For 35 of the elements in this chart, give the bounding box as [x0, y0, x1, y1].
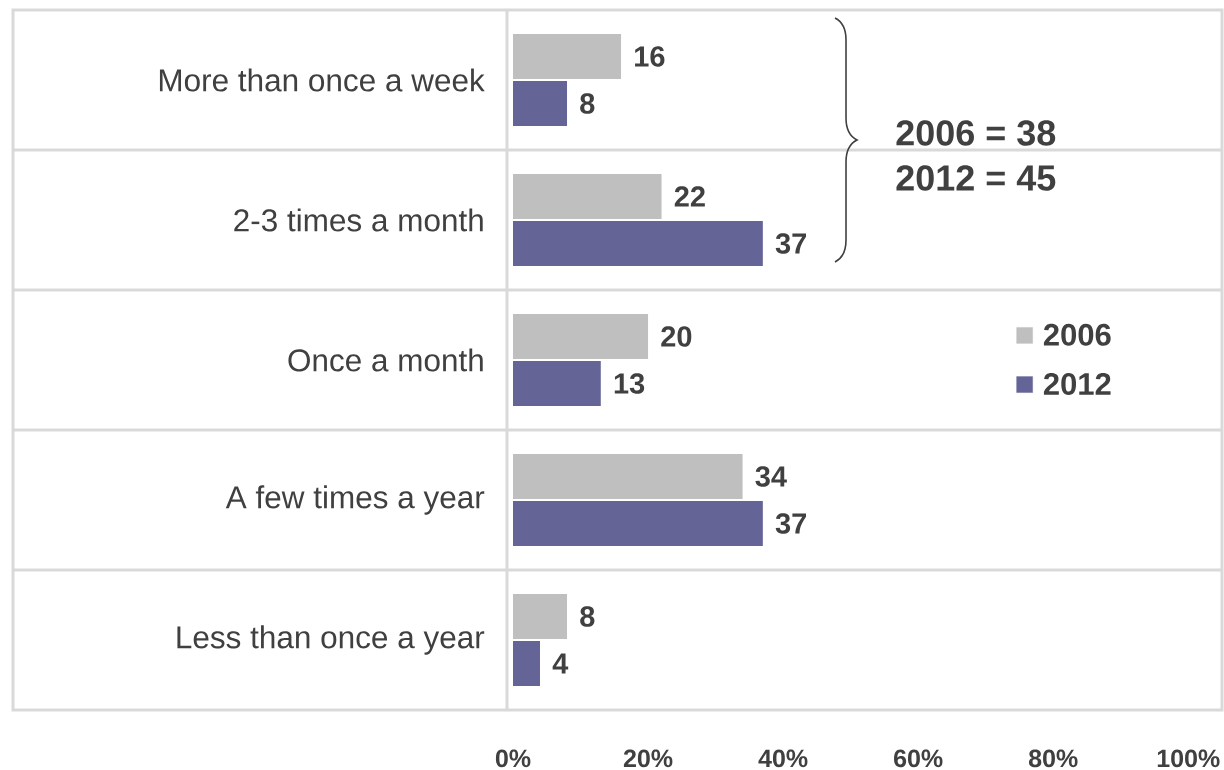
y-tick-label: More than once a week: [159, 68, 485, 92]
legend-label: 2012: [1043, 372, 1111, 395]
x-tick-label: 100%: [1157, 749, 1220, 768]
bar: [513, 173, 662, 219]
data-label: 34: [755, 466, 787, 487]
data-label: 37: [775, 513, 807, 534]
bar: [513, 453, 743, 499]
legend-label: 2006: [1043, 323, 1111, 346]
bar: [513, 500, 763, 546]
bar: [513, 640, 541, 686]
data-label: 16: [635, 46, 665, 67]
x-tick-label: 40%: [758, 749, 808, 768]
y-tick-label: Once a month: [288, 348, 483, 372]
x-tick-label: 20%: [623, 749, 673, 768]
data-label: 8: [580, 606, 595, 627]
x-tick-label: 80%: [1028, 749, 1078, 768]
annotation: 2012 = 45: [896, 165, 1056, 191]
bar: [513, 313, 649, 359]
annotation: 2006 = 38: [896, 120, 1056, 146]
y-tick-label: A few times a year: [225, 485, 485, 515]
bar: [513, 220, 763, 266]
bar: [513, 593, 568, 639]
data-label: 4: [552, 653, 569, 674]
x-tick-label: 0%: [495, 749, 531, 768]
data-label: 22: [674, 186, 705, 207]
data-label: 20: [661, 326, 692, 347]
bar: [513, 81, 568, 126]
bar: [513, 361, 601, 406]
data-label: 8: [580, 93, 595, 114]
x-tick-label: 60%: [894, 749, 943, 768]
bar: [513, 33, 622, 79]
y-tick-label: Less than once a year: [177, 625, 485, 655]
y-tick-label: 2-3 times a month: [234, 208, 483, 232]
data-label: 13: [614, 373, 645, 394]
data-label: 37: [775, 233, 807, 254]
